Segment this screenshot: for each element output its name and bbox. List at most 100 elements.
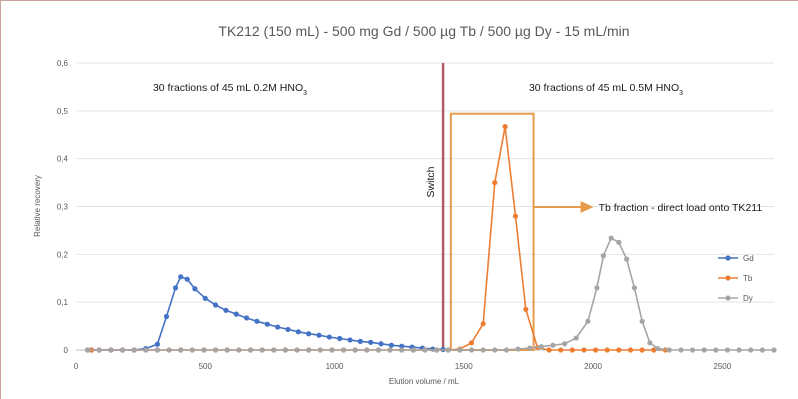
y-tick-label: 0,2: [57, 250, 69, 259]
y-tick-label: 0,1: [57, 298, 69, 307]
series-tb-line: [87, 126, 666, 351]
y-tick-label: 0: [64, 346, 69, 355]
series-dy-point: [271, 347, 277, 353]
series-gd-point: [337, 335, 343, 342]
series-dy-point: [247, 347, 254, 353]
series-layer: [85, 124, 777, 353]
legend-dy-marker: [725, 295, 731, 301]
series-gd-point: [388, 342, 394, 348]
series-dy-point: [340, 347, 347, 353]
series-gd-point: [399, 343, 405, 349]
series-gd-point: [223, 307, 229, 313]
series-tb-point: [468, 340, 475, 346]
legend-dy-label: Dy: [743, 294, 753, 303]
y-axis-label: Relative recovery: [33, 175, 42, 237]
series-gd-point: [368, 339, 374, 345]
series-tb-point: [480, 321, 486, 327]
series-gd-point: [264, 321, 270, 327]
legend: Gd Tb Dy: [718, 254, 754, 303]
series-gd-line: [87, 275, 444, 351]
series-gd-point: [357, 338, 363, 344]
series-tb-point: [639, 347, 645, 353]
series-dy-point: [108, 347, 114, 353]
series-dy-point: [594, 285, 600, 291]
series-dy-point: [236, 347, 242, 353]
series-tb-point: [581, 347, 587, 353]
series-dy-point: [399, 347, 405, 353]
series-tb-point: [492, 179, 498, 186]
series-gd-point: [172, 285, 179, 291]
series-dy-point: [387, 347, 393, 353]
series-dy-point: [352, 347, 358, 353]
series-gd-point: [306, 331, 312, 337]
series-dy-point: [678, 347, 684, 353]
series-dy-point: [166, 347, 172, 353]
series-gd-point: [316, 332, 322, 338]
series-dy-point: [562, 341, 568, 347]
series-dy-point: [492, 347, 498, 353]
series-dy-point: [736, 347, 742, 353]
series-dy-point: [724, 347, 731, 353]
series-dy-point: [655, 345, 661, 352]
series-dy-point: [701, 347, 707, 353]
series-dy-point: [616, 239, 622, 245]
x-tick-label: 2500: [713, 362, 731, 371]
legend-tb-label: Tb: [743, 274, 753, 283]
series-gd-point: [244, 315, 250, 321]
series-dy-point: [608, 235, 614, 241]
series-dy-point: [713, 347, 719, 353]
series-gd-point: [295, 329, 301, 335]
series-gd-point: [347, 337, 353, 343]
series-tb-point: [627, 347, 634, 353]
x-tick-label: 500: [199, 362, 213, 371]
series-dy-point: [131, 347, 137, 353]
series-dy-point: [306, 347, 312, 353]
x-tick-labels: 0 500 1000 1500 2000 2500: [74, 362, 732, 371]
annotations: Switch Tb fraction - direct load onto TK2…: [153, 63, 763, 351]
series-dy-point: [96, 347, 102, 353]
tb-fraction-arrow-head: [580, 201, 594, 213]
series-dy-point: [434, 347, 440, 353]
series-dy-point: [538, 344, 544, 350]
series-gd-point: [233, 311, 239, 317]
series-dy-point: [550, 342, 556, 348]
series-dy-point: [600, 253, 606, 259]
tb-fraction-label: Tb fraction - direct load onto TK211: [599, 202, 763, 214]
series-dy-point: [364, 347, 370, 353]
series-tb-point: [502, 124, 508, 130]
series-dy-point: [294, 347, 300, 353]
series-tb-point: [616, 347, 622, 353]
series-dy-point: [224, 347, 230, 353]
series-dy-point: [480, 347, 486, 353]
series-dy-point: [178, 347, 184, 353]
series-dy-point: [259, 347, 265, 353]
series-dy-point: [771, 347, 777, 353]
series-dy-point: [631, 285, 638, 291]
series-dy-point: [375, 347, 382, 353]
series-gd-point: [202, 295, 208, 301]
series-tb-point: [523, 306, 529, 312]
series-dy-point: [515, 346, 521, 352]
series-dy-point: [457, 347, 463, 353]
series-gd-point: [326, 334, 332, 340]
annotation-right-fractions: 30 fractions of 45 mL 0.5M HNO3: [529, 82, 683, 97]
series-tb-point: [558, 347, 564, 353]
switch-label: Switch: [425, 166, 437, 197]
series-dy-line: [87, 236, 774, 351]
y-tick-label: 0,3: [57, 203, 69, 212]
chart-title: TK212 (150 mL) - 500 mg Gd / 500 µg Tb /…: [218, 23, 629, 39]
series-tb-point: [593, 347, 599, 353]
legend-tb-marker: [725, 275, 731, 281]
series-dy-point: [624, 256, 630, 262]
series-tb-point: [569, 347, 575, 353]
series-dy-point: [85, 347, 91, 353]
legend-gd-label: Gd: [743, 254, 754, 263]
series-gd-point: [275, 324, 281, 330]
series-dy-point: [329, 347, 335, 353]
series-dy-point: [689, 347, 696, 353]
x-tick-label: 1500: [455, 362, 473, 371]
tb-fraction-box: [449, 112, 535, 351]
series-gd-point: [254, 318, 260, 324]
